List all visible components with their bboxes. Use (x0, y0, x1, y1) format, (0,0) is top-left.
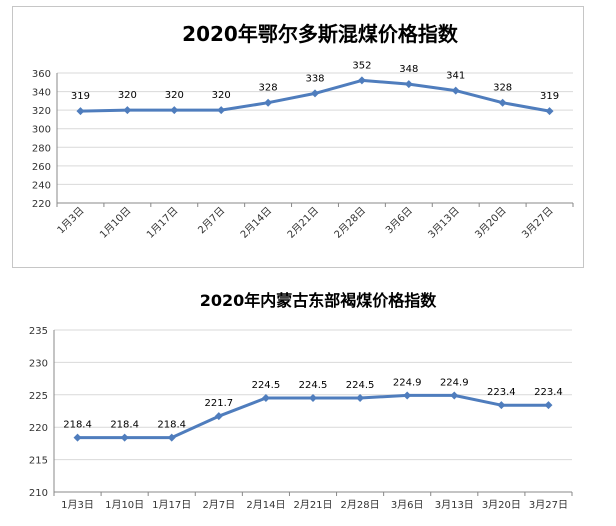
data-label: 218.4 (110, 420, 139, 431)
data-label: 218.4 (63, 420, 92, 431)
data-point-marker (123, 106, 132, 115)
data-label: 348 (399, 64, 418, 75)
x-tick-label: 1月3日 (61, 499, 94, 511)
x-tick-label: 3月27日 (520, 205, 556, 241)
x-tick-label: 1月10日 (97, 205, 133, 241)
data-label: 352 (352, 60, 371, 71)
y-tick-label: 300 (32, 125, 51, 136)
data-point-marker (120, 433, 129, 442)
y-tick-label: 215 (29, 456, 48, 467)
data-point-marker (309, 394, 317, 403)
x-tick-label: 2月7日 (202, 499, 235, 511)
data-point-marker (497, 401, 506, 410)
x-tick-label: 3月13日 (435, 499, 474, 511)
data-label: 224.9 (440, 377, 469, 388)
x-tick-label: 2月28日 (332, 205, 368, 241)
x-tick-label: 2月21日 (285, 205, 321, 241)
x-tick-label: 3月13日 (426, 205, 462, 241)
y-tick-label: 240 (32, 180, 51, 191)
data-point-marker (261, 394, 270, 403)
y-tick-label: 210 (29, 488, 48, 499)
x-tick-label: 1月17日 (152, 499, 191, 511)
y-tick-label: 220 (29, 423, 48, 434)
x-tick-label: 2月21日 (293, 499, 332, 511)
data-point-marker (76, 107, 85, 116)
data-label: 223.4 (534, 387, 563, 398)
x-tick-label: 3月6日 (391, 499, 424, 511)
data-label: 341 (446, 71, 465, 82)
data-label: 224.5 (299, 380, 328, 391)
chart-ordos-mixed-coal: 2020年鄂尔多斯混煤价格指数 220 240 260 280 300 320 340 360 1… (32, 22, 574, 241)
y-tick-label: 230 (29, 358, 48, 369)
data-point-marker (544, 401, 553, 410)
data-point-marker (217, 106, 226, 115)
x-tick-label: 3月20日 (482, 499, 521, 511)
x-tick-label: 3月27日 (529, 499, 568, 511)
data-label: 320 (118, 90, 137, 101)
data-point-marker (356, 394, 365, 403)
data-label: 319 (540, 91, 559, 102)
chart-panel-east-inner-mongolia: 2020年内蒙古东部褐煤价格指数 210 215 220 225 230 235 1月3日 1月… (12, 276, 582, 522)
y-tick-label: 320 (32, 106, 51, 117)
chart-title: 2020年鄂尔多斯混煤价格指数 (182, 22, 459, 46)
y-tick-label: 340 (32, 88, 51, 99)
data-point-marker (311, 89, 319, 98)
chart-title: 2020年内蒙古东部褐煤价格指数 (200, 291, 438, 310)
data-point-marker (357, 76, 366, 85)
data-label: 320 (212, 90, 231, 101)
x-tick-label: 2月28日 (341, 499, 380, 511)
data-label: 223.4 (487, 387, 516, 398)
x-tick-label: 1月10日 (105, 499, 144, 511)
chart-panel-ordos: 2020年鄂尔多斯混煤价格指数 220 240 260 280 300 320 340 360 1… (12, 6, 584, 268)
data-point-marker (450, 391, 459, 400)
y-tick-label: 260 (32, 162, 51, 173)
data-point-marker (73, 433, 82, 442)
data-point-marker (545, 107, 554, 116)
data-label: 218.4 (157, 420, 186, 431)
x-tick-label: 2月14日 (238, 205, 274, 241)
data-label: 338 (305, 73, 324, 84)
x-tick-label: 1月3日 (55, 205, 87, 237)
x-tick-label: 2月14日 (246, 499, 285, 511)
data-point-marker (264, 98, 273, 107)
data-label: 224.9 (393, 377, 422, 388)
y-tick-label: 360 (32, 69, 51, 80)
x-tick-label: 3月20日 (473, 205, 509, 241)
x-tick-label: 1月17日 (144, 205, 180, 241)
data-label: 319 (71, 91, 90, 102)
y-tick-label: 225 (29, 391, 48, 402)
data-label: 224.5 (252, 380, 281, 391)
x-tick-label: 2月7日 (196, 205, 228, 237)
y-tick-label: 280 (32, 143, 51, 154)
y-tick-label: 235 (29, 326, 48, 337)
x-tick-label: 3月6日 (383, 205, 415, 237)
data-label: 221.7 (204, 398, 233, 409)
data-point-marker (403, 391, 412, 400)
data-point-marker (404, 80, 413, 89)
data-label: 328 (259, 83, 278, 94)
y-tick-label: 220 (32, 199, 51, 210)
data-point-marker (451, 86, 460, 95)
data-point-marker (167, 433, 176, 442)
data-point-marker (214, 412, 223, 421)
data-point-marker (170, 106, 179, 115)
chart-east-inner-mongolia-lignite: 2020年内蒙古东部褐煤价格指数 210 215 220 225 230 235 1月3日 1月… (29, 291, 573, 511)
data-label: 328 (493, 83, 512, 94)
data-label: 224.5 (346, 380, 375, 391)
data-point-marker (498, 98, 507, 107)
data-label: 320 (165, 90, 184, 101)
